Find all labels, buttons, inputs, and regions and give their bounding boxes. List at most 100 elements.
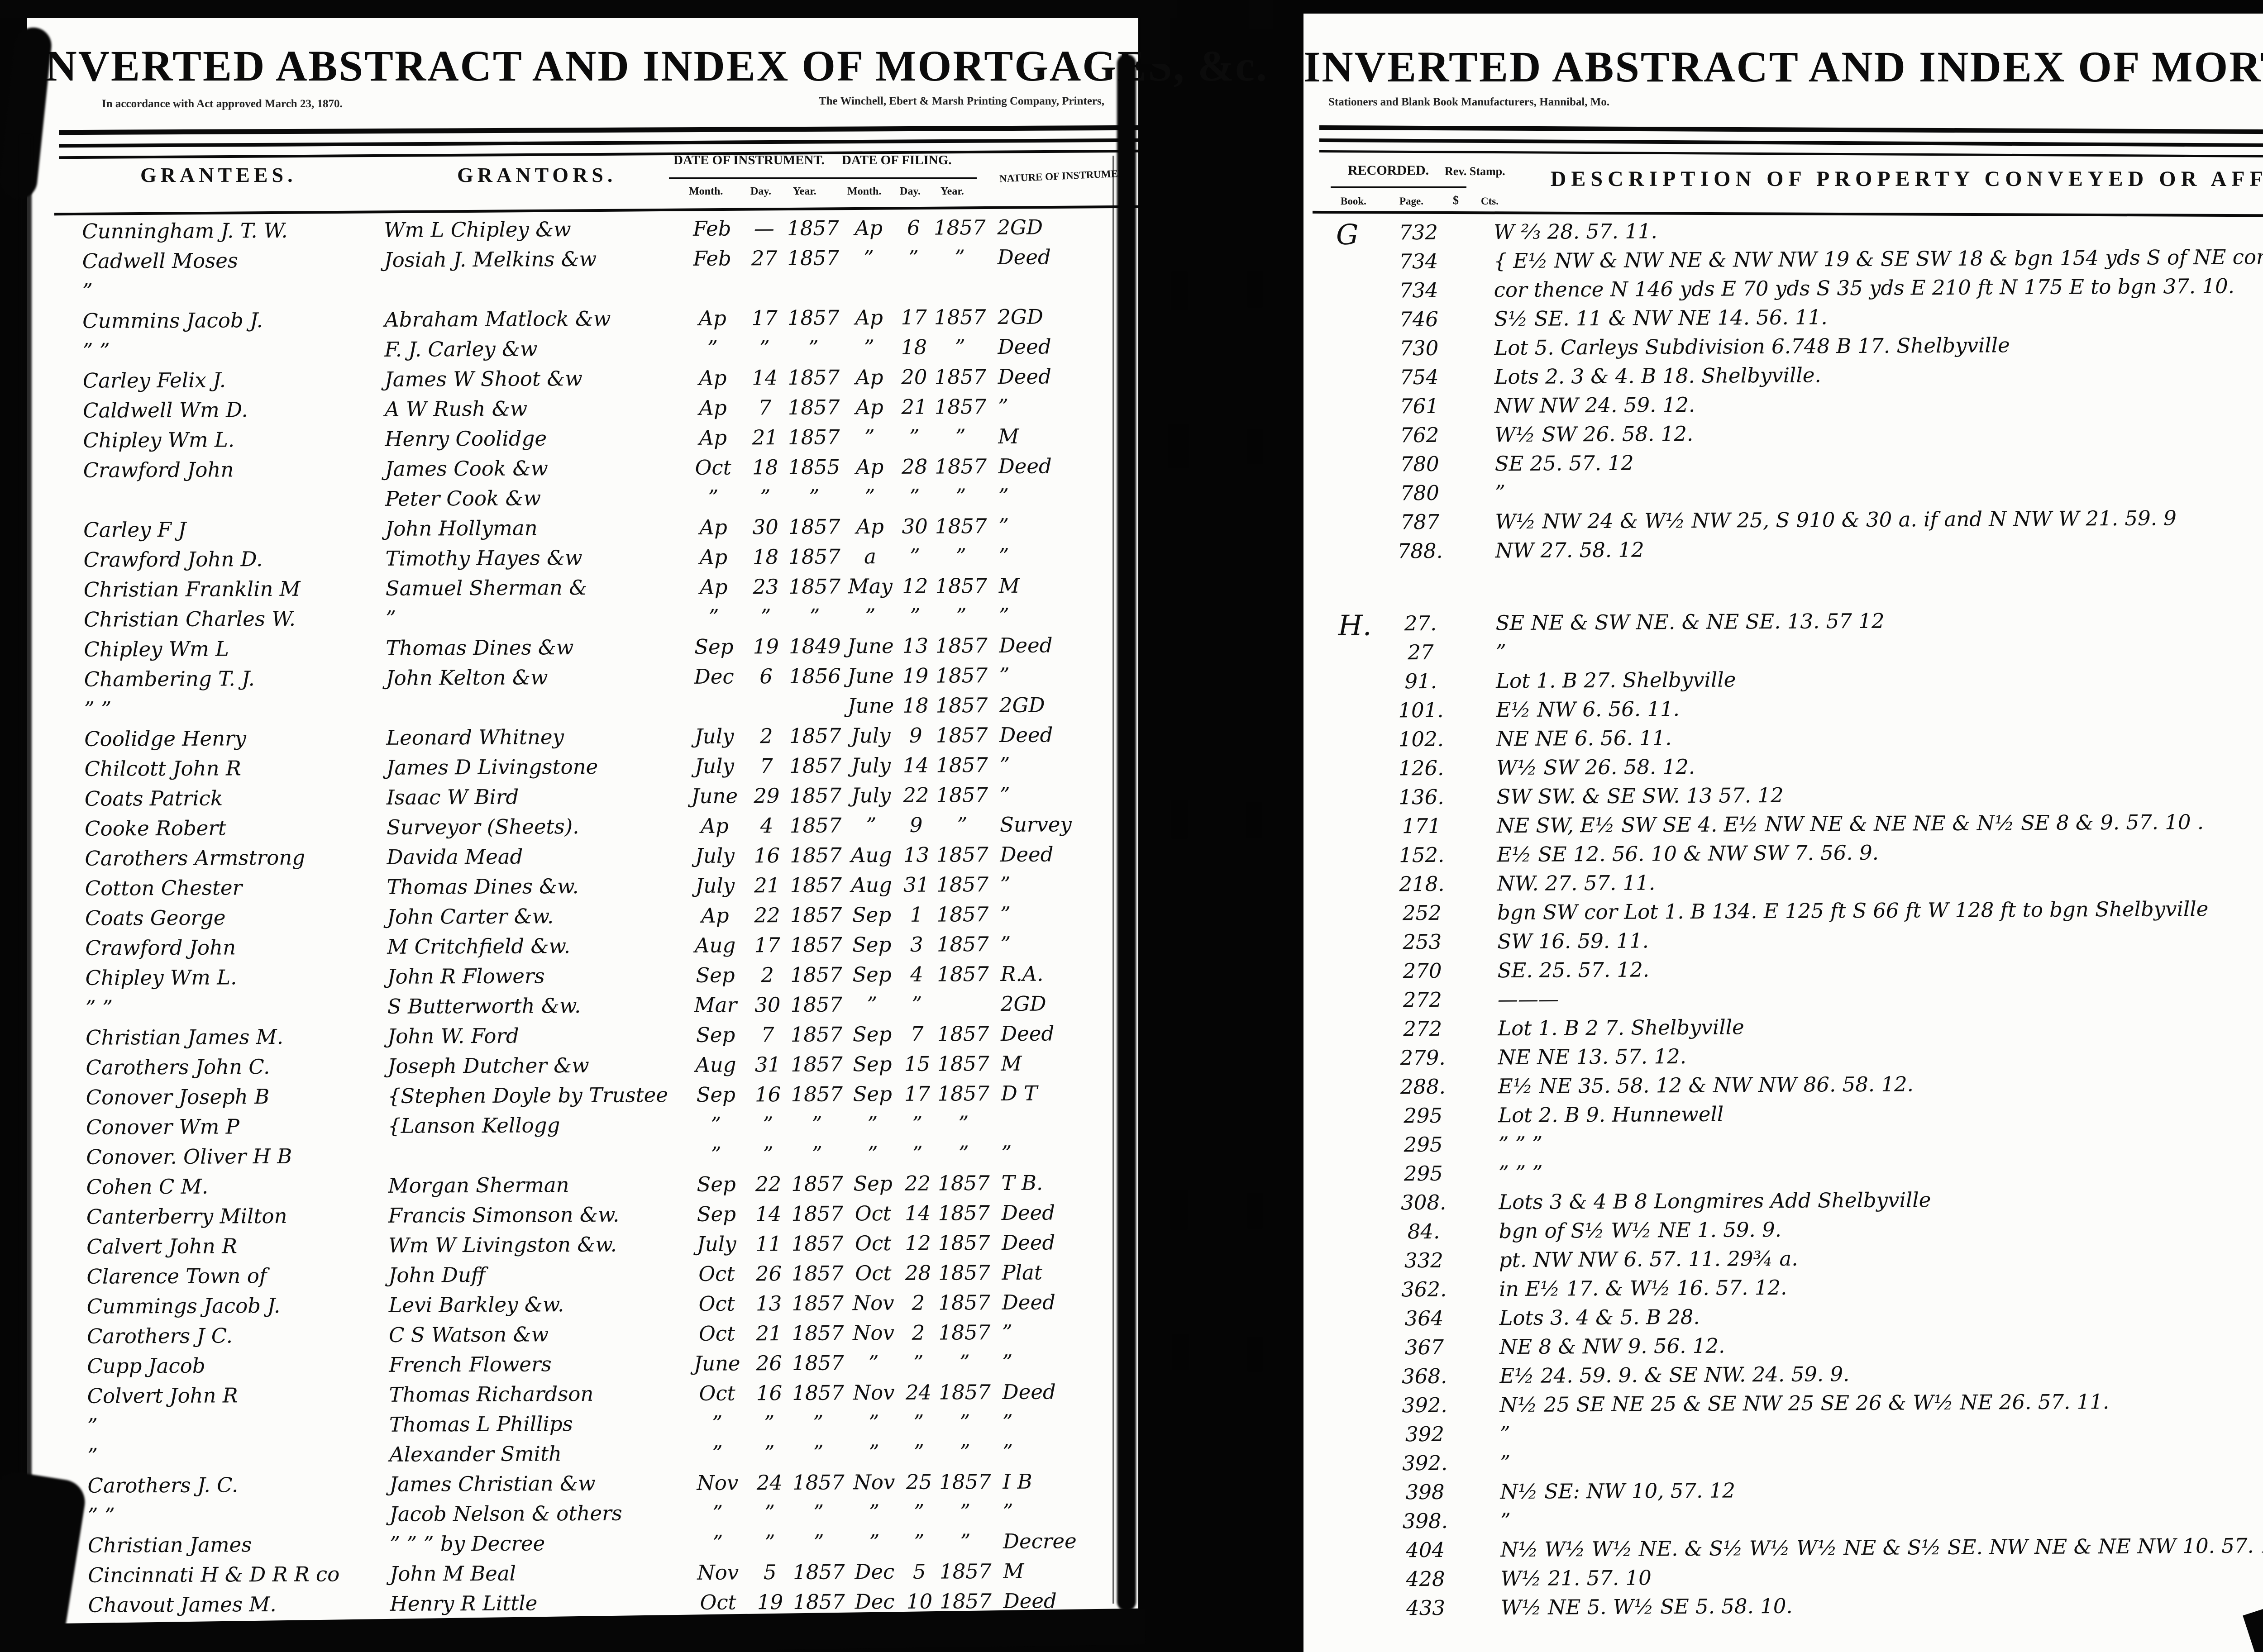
record-page-number: 308. (1401, 1190, 1447, 1215)
instrument-year: 1857 (790, 1022, 843, 1047)
grantee-name: ” (82, 279, 93, 303)
filing-day: 3 (910, 932, 923, 957)
filing-month: ” (867, 1142, 878, 1166)
instrument-year: 1857 (792, 1321, 844, 1345)
ledger-row: ” ” June 18 1857 2GD (26, 693, 1137, 728)
column-header-description: DESCRIPTION OF PROPERTY CONVEYED OR AFFE… (1550, 167, 2263, 191)
filing-day: ” (909, 484, 920, 509)
instrument-year: ” (813, 1500, 824, 1524)
grantee-name: Conover. Oliver H B (86, 1144, 292, 1169)
ledger-row: 272 ——— (1304, 983, 2263, 1018)
filing-month: Ap (855, 216, 883, 240)
grantor-name: James W Shoot &w (384, 366, 582, 391)
ledger-row: 392 ” (1306, 1417, 2263, 1452)
instrument-month: Sep (694, 634, 734, 659)
instrument-month: Ap (699, 366, 727, 390)
instrument-year: 1857 (788, 425, 840, 450)
filing-year: ” (955, 544, 967, 568)
instrument-year: 1857 (789, 783, 842, 808)
filing-day: 12 (902, 574, 928, 598)
property-description: W½ NE 5. W½ SE 5. 58. 10. (1500, 1594, 1793, 1620)
ledger-row: 362. in E½ 17. & W½ 16. 57. 12. (1305, 1272, 2263, 1307)
grantee-name: Conover Joseph B (86, 1085, 270, 1109)
property-description: ” ” ” (1498, 1132, 1543, 1157)
property-description: SW 16. 59. 11. (1497, 928, 1649, 954)
grantee-name: Caldwell Wm D. (82, 398, 248, 423)
ledger-row: 295 ” ” ” (1304, 1128, 2263, 1162)
instrument-year: 1856 (789, 664, 841, 689)
instrument-month: Oct (698, 1321, 735, 1346)
instrument-year: 1857 (788, 365, 840, 390)
grantor-name: Davida Mead (387, 844, 523, 869)
grantee-name: Coolidge Henry (84, 726, 247, 751)
nature-of-instrument: T B. (1001, 1171, 1043, 1195)
filing-month: Nov (852, 1321, 895, 1345)
ledger-row: 734 cor thence N 146 yds E 70 yds S 35 y… (1300, 273, 2263, 308)
filing-year: 1857 (939, 1470, 991, 1494)
instrument-day: 22 (755, 1172, 782, 1196)
grantee-name: Cunningham J. T. W. (82, 218, 288, 243)
nature-of-instrument: I B (1003, 1469, 1032, 1494)
instrument-day: 6 (759, 664, 773, 689)
instrument-day: ” (759, 336, 770, 360)
filing-month: Sep (853, 1082, 892, 1106)
filing-year: ” (960, 1410, 970, 1434)
filing-year: 1857 (933, 215, 986, 240)
ledger-row: Carothers J. C. James Christian &w Nov 2… (29, 1469, 1141, 1504)
ledger-row: 218. NW. 27. 57. 11. (1303, 867, 2263, 902)
instrument-year: ” (809, 604, 820, 628)
nature-of-instrument: M (998, 424, 1019, 448)
nature-of-instrument: ” (998, 394, 1009, 419)
grantor-name: Peter Cook &w (385, 486, 541, 511)
filing-year: 1857 (935, 574, 988, 598)
ledger-row: 272 Lot 1. B 2 7. Shelbyville (1304, 1012, 2263, 1047)
book-section: H. 27. SE NE & SW NE. & NE SE. 13. 57 12… (1302, 606, 2263, 1626)
ledger-row: Coats George John Carter &w. Ap 22 1857 … (27, 902, 1138, 937)
property-description: in E½ 17. & W½ 16. 57. 12. (1499, 1275, 1787, 1301)
grantor-name: Leonard Whitney (386, 725, 564, 750)
record-page-number: 787 (1400, 509, 1440, 534)
instrument-month: July (694, 724, 734, 748)
double-rule (58, 125, 1139, 135)
scan-edge-strip (20, 136, 32, 1629)
filing-day: ” (914, 1500, 925, 1524)
date-header-rule (669, 177, 977, 179)
property-description: S½ SE. 11 & NW NE 14. 56. 11. (1494, 305, 1828, 331)
column-header-recorded: RECORDED. (1348, 163, 1429, 178)
ledger-row: ” Thomas L Phillips ” ” ” ” ” ” ” (29, 1409, 1141, 1444)
nature-of-instrument: ” (999, 782, 1010, 807)
instrument-year: ” (809, 485, 820, 509)
filing-month: ” (867, 992, 878, 1017)
filing-month: May (848, 574, 893, 599)
grantee-name: Chavout James M. (88, 1592, 277, 1617)
instrument-day: 17 (754, 933, 780, 957)
nature-of-instrument: ” (1001, 1141, 1012, 1165)
ledger-row: 367 NE 8 & NW 9. 56. 12. (1306, 1330, 2263, 1365)
filing-month: ” (869, 1500, 880, 1524)
grantee-name: Carley Felix J. (82, 368, 226, 393)
property-description: W½ SW 26. 58. 12. (1494, 421, 1694, 447)
filing-month: Sep (852, 1022, 892, 1047)
column-header-grantees: GRANTEES. (140, 163, 297, 186)
instrument-day: 27 (751, 246, 778, 271)
instrument-day: 18 (752, 455, 778, 480)
record-page-number: 734 (1399, 249, 1438, 274)
ledger-row: 253 SW 16. 59. 11. (1303, 925, 2263, 960)
nature-of-instrument: D T (1001, 1081, 1038, 1105)
left-page-act-note: In accordance with Act approved March 23… (102, 98, 343, 110)
filing-day: 22 (904, 1171, 931, 1195)
record-page-number: 101. (1398, 698, 1444, 723)
grantee-name: Canterberry Milton (86, 1204, 287, 1229)
filing-month: June (847, 693, 894, 718)
filing-month: July (851, 724, 891, 748)
nature-of-instrument: Deed (1000, 1021, 1055, 1046)
record-page-number: 362. (1401, 1277, 1447, 1302)
filing-year: 1857 (935, 514, 987, 538)
ledger-row: Cooke Robert Surveyor (Sheets). Ap 4 185… (27, 812, 1138, 847)
property-description: ” (1499, 1422, 1511, 1446)
ledger-row: 761 NW NW 24. 59. 12. (1301, 389, 2263, 424)
instrument-year: 1857 (791, 1171, 843, 1196)
ledger-row: Conover Joseph B {Stephen Doyle by Trust… (28, 1081, 1139, 1116)
filing-month: Dec (855, 1590, 895, 1614)
filing-year: ” (955, 484, 966, 509)
